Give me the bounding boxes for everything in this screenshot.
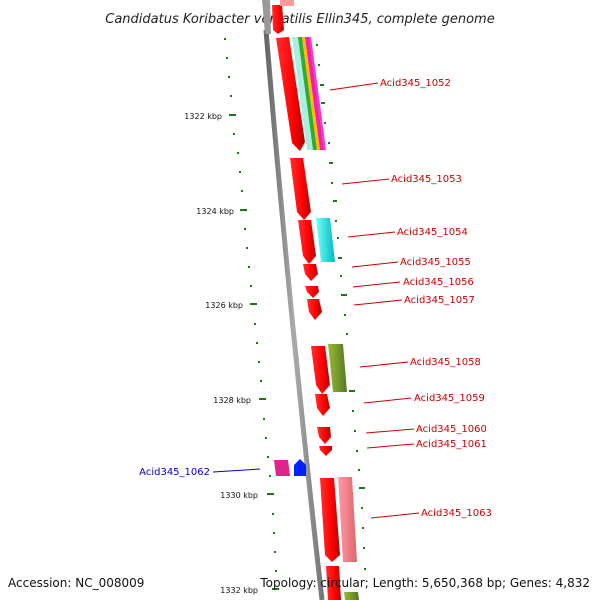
right-dot-track (316, 44, 366, 570)
gene-arrow[interactable] (311, 346, 330, 394)
map-title: Candidatus Koribacter versatilis Ellin34… (105, 12, 494, 27)
gene-arrow[interactable] (307, 299, 322, 320)
leader-line (363, 397, 412, 404)
leader-line (365, 428, 415, 434)
leader-line (329, 82, 379, 91)
gene-arrow[interactable] (290, 158, 311, 220)
scale-tick-1324: 1324 kbp (196, 207, 247, 216)
gene-arrow[interactable] (276, 37, 305, 151)
gene-label-1061[interactable]: Acid345_1061 (416, 439, 487, 450)
gene-arrow[interactable] (317, 427, 331, 444)
leader-line (341, 178, 390, 185)
gene-label-1052[interactable]: Acid345_1052 (380, 78, 451, 89)
protein-domain-partial (344, 592, 359, 600)
leader-line (370, 512, 420, 519)
gene-arrow[interactable] (320, 478, 340, 562)
gene-label-1057[interactable]: Acid345_1057 (404, 295, 475, 306)
scale-label: 1330 kbp (220, 491, 258, 500)
scale-label: 1332 kbp (220, 586, 258, 595)
gene-arrow-reverse-blue[interactable] (294, 459, 306, 476)
leader-line (366, 443, 415, 449)
protein-domain-olive (328, 344, 347, 392)
scale-label: 1326 kbp (205, 301, 243, 310)
gene-arrow[interactable] (315, 394, 330, 416)
protein-domain-cyan (316, 218, 335, 262)
scale-label: 1328 kbp (213, 396, 251, 405)
gene-label-1058[interactable]: Acid345_1058 (410, 357, 481, 368)
gene-arrow[interactable] (303, 264, 318, 281)
chromosome-backbone (263, 29, 325, 600)
scale-tick-1328: 1328 kbp (213, 396, 266, 405)
scale-label: 1324 kbp (196, 207, 234, 216)
protein-domain-pink (338, 477, 357, 562)
accession-text: Accession: NC_008009 (8, 576, 144, 590)
scale-tick-1330: 1330 kbp (220, 491, 274, 500)
leader-line (353, 299, 403, 306)
scale-tick-1326: 1326 kbp (205, 301, 257, 310)
left-dot-track (224, 38, 277, 572)
gene-label-1059[interactable]: Acid345_1059 (414, 393, 485, 404)
gene-arrow-partial[interactable] (272, 5, 284, 34)
protein-domain-stack (292, 37, 326, 150)
backbone-cap (262, 0, 271, 34)
gene-label-1060[interactable]: Acid345_1060 (416, 424, 487, 435)
gene-label-1056[interactable]: Acid345_1056 (403, 277, 474, 288)
gene-arrow[interactable] (298, 220, 316, 264)
topology-text: Topology: circular; Length: 5,650,368 bp… (259, 576, 590, 590)
leader-line (352, 281, 401, 288)
gene-label-1063[interactable]: Acid345_1063 (421, 508, 492, 519)
leader-line (347, 231, 396, 238)
gene-partial-pink (280, 0, 294, 6)
scale-label: 1322 kbp (184, 112, 222, 121)
gene-label-1054[interactable]: Acid345_1054 (397, 227, 468, 238)
scale-tick-1322: 1322 kbp (184, 112, 236, 121)
gene-arrow[interactable] (319, 446, 332, 456)
gene-label-1062[interactable]: Acid345_1062 (139, 467, 210, 478)
leader-line (359, 361, 409, 368)
scale-tick-1332: 1332 kbp (220, 586, 279, 595)
gene-arrow-partial[interactable] (326, 566, 341, 600)
leader-line (351, 261, 399, 268)
gene-arrow-reverse-pink[interactable] (274, 460, 290, 476)
leader-line (212, 468, 261, 473)
gene-label-1053[interactable]: Acid345_1053 (391, 174, 462, 185)
gene-label-1055[interactable]: Acid345_1055 (400, 257, 471, 268)
gene-arrow[interactable] (305, 286, 319, 298)
